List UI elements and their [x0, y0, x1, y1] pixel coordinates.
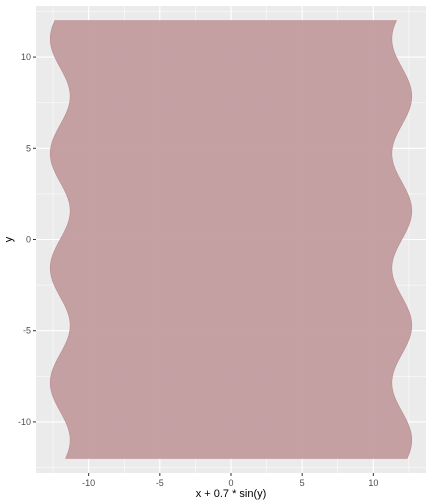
- x-tick-label: 0: [228, 478, 233, 488]
- y-axis-title: y: [3, 236, 15, 242]
- x-tick-label: -10: [82, 478, 95, 488]
- x-axis-ticks: -10 -5 0 5 10: [82, 473, 378, 488]
- y-tick-label: 5: [26, 143, 31, 153]
- y-tick-label: 0: [26, 235, 31, 245]
- y-tick-label: 10: [21, 52, 31, 62]
- x-axis-title: x + 0.7 * sin(y): [196, 488, 267, 500]
- y-tick-label: -10: [18, 417, 31, 427]
- x-tick-label: 5: [300, 478, 305, 488]
- data-region: [49, 20, 413, 459]
- x-tick-label: 10: [368, 478, 378, 488]
- y-tick-label: -5: [23, 326, 31, 336]
- x-tick-label: -5: [156, 478, 164, 488]
- y-axis-ticks: -10 -5 0 5 10: [18, 52, 36, 427]
